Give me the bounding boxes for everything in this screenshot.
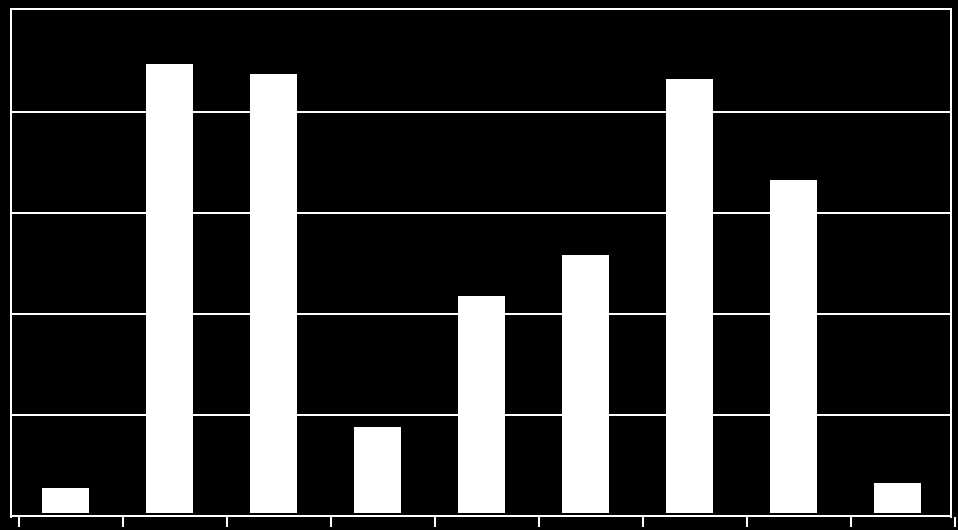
x-tick <box>122 517 124 527</box>
x-tick <box>330 517 332 527</box>
bar <box>250 74 297 513</box>
x-tick <box>18 517 20 527</box>
x-tick <box>226 517 228 527</box>
bar <box>458 296 505 513</box>
x-tick <box>850 517 852 527</box>
x-tick <box>538 517 540 527</box>
x-tick <box>746 517 748 527</box>
x-axis <box>12 515 950 517</box>
x-tick <box>434 517 436 527</box>
plot-area <box>10 8 952 518</box>
bar <box>562 255 609 513</box>
bar <box>874 483 921 513</box>
bar <box>42 488 89 513</box>
bar <box>666 79 713 513</box>
x-tick <box>642 517 644 527</box>
bar <box>770 180 817 513</box>
bar <box>354 427 401 513</box>
bar <box>146 64 193 513</box>
x-tick <box>954 517 956 527</box>
bar-chart <box>0 0 958 530</box>
